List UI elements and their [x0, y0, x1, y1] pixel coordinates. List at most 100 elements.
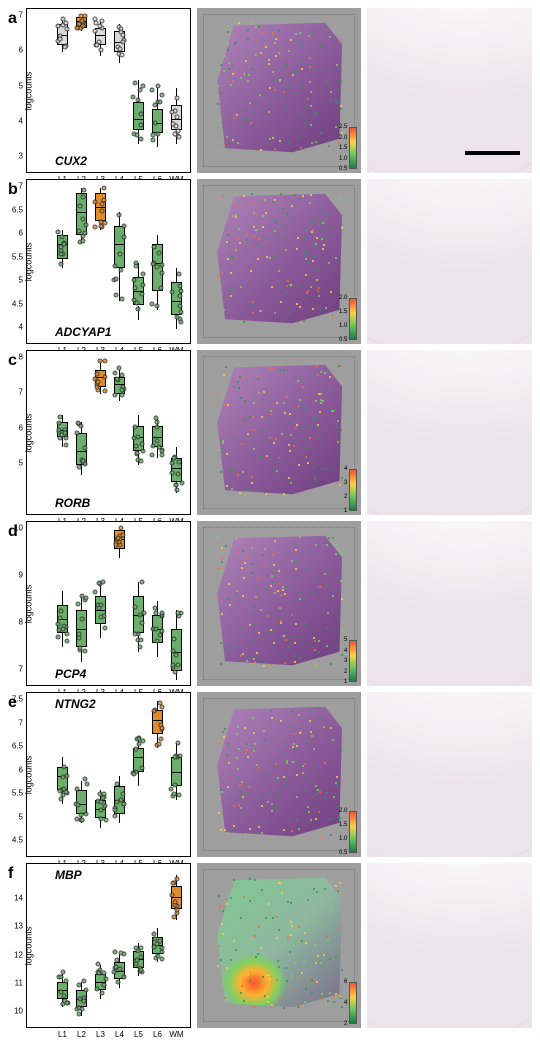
- colorbar-tick: 1: [344, 508, 347, 514]
- data-point: [102, 626, 107, 631]
- data-point: [134, 444, 139, 449]
- data-point: [59, 608, 64, 613]
- data-point: [139, 580, 144, 585]
- colorbar-tick: 2: [344, 1021, 347, 1027]
- data-point: [177, 792, 182, 797]
- data-point: [173, 899, 178, 904]
- data-point: [157, 741, 162, 746]
- colorbar-tick: 4: [344, 1000, 347, 1006]
- data-point: [84, 222, 89, 227]
- data-point: [132, 80, 137, 85]
- y-tick: 6: [5, 46, 23, 55]
- data-point: [74, 786, 79, 791]
- colorbar-tick: 5: [344, 637, 347, 643]
- box: [114, 226, 125, 268]
- data-point: [133, 604, 138, 609]
- data-point: [155, 638, 160, 643]
- data-point: [59, 261, 64, 266]
- data-point: [153, 936, 158, 941]
- data-point: [139, 441, 144, 446]
- data-point: [96, 605, 101, 610]
- data-point: [133, 631, 138, 636]
- data-point: [84, 595, 89, 600]
- data-point: [77, 465, 82, 470]
- data-point: [112, 814, 117, 819]
- data-point: [56, 621, 61, 626]
- data-point: [174, 123, 179, 128]
- colorbar-tick: 1: [344, 679, 347, 685]
- data-point: [56, 634, 61, 639]
- x-tick: L5: [134, 1030, 143, 1039]
- data-point: [152, 102, 157, 107]
- data-point: [139, 111, 144, 116]
- data-point: [74, 817, 79, 822]
- colorbar: [349, 298, 357, 340]
- data-point: [75, 802, 80, 807]
- data-point: [122, 235, 127, 240]
- data-point: [101, 185, 106, 190]
- y-tick: 4: [5, 116, 23, 125]
- data-point: [155, 439, 160, 444]
- data-point: [82, 998, 87, 1003]
- y-tick: 6: [5, 423, 23, 432]
- data-point: [139, 620, 144, 625]
- data-point: [160, 629, 165, 634]
- data-point: [121, 223, 126, 228]
- colorbar: [349, 982, 357, 1024]
- data-point: [83, 988, 88, 993]
- colorbar-tick: 2.5: [339, 124, 347, 130]
- data-point: [62, 994, 67, 999]
- data-point: [159, 949, 164, 954]
- data-point: [155, 303, 160, 308]
- data-point: [116, 366, 121, 371]
- data-point: [176, 134, 181, 139]
- data-point: [55, 229, 60, 234]
- data-point: [138, 638, 143, 643]
- y-tick: 7: [5, 11, 23, 20]
- gene-label: PCP4: [55, 667, 86, 681]
- gene-label: CUX2: [55, 154, 87, 168]
- y-tick: 14: [5, 894, 23, 903]
- data-point: [61, 775, 66, 780]
- data-point: [62, 765, 67, 770]
- data-point: [119, 53, 124, 58]
- data-point: [118, 252, 123, 257]
- data-point: [140, 448, 145, 453]
- data-point: [103, 375, 108, 380]
- data-point: [101, 983, 106, 988]
- colorbar-tick: 0.5: [339, 337, 347, 343]
- ish-image: [367, 350, 532, 515]
- data-point: [59, 251, 64, 256]
- y-tick: 6.5: [5, 742, 23, 751]
- data-point: [151, 132, 156, 137]
- data-point: [99, 614, 104, 619]
- spatial-plot: 642: [197, 863, 362, 1028]
- data-point: [82, 445, 87, 450]
- data-point: [112, 808, 117, 813]
- data-point: [160, 270, 165, 275]
- y-tick: 8: [5, 618, 23, 627]
- scale-bar: [465, 151, 520, 155]
- y-tick: 4.5: [5, 299, 23, 308]
- data-point: [58, 616, 63, 621]
- data-point: [135, 98, 140, 103]
- data-point: [150, 138, 155, 143]
- data-point: [152, 245, 157, 250]
- panel-row: elogcountsNTNG24.555.566.577.5L1L2L3L4L5…: [8, 692, 532, 857]
- data-point: [77, 983, 82, 988]
- data-point: [82, 187, 87, 192]
- x-tick: L6: [153, 1030, 162, 1039]
- data-point: [170, 290, 175, 295]
- data-point: [151, 443, 156, 448]
- y-tick: 4.5: [5, 836, 23, 845]
- boxplot: logcountsPCP478910L1L2L3L4L5L6WM: [26, 521, 191, 686]
- data-point: [153, 121, 158, 126]
- data-point: [119, 951, 124, 956]
- data-point: [154, 610, 159, 615]
- data-point: [119, 393, 124, 398]
- data-point: [132, 771, 137, 776]
- data-point: [150, 261, 155, 266]
- data-point: [159, 285, 164, 290]
- ish-image: [367, 692, 532, 857]
- data-point: [98, 220, 103, 225]
